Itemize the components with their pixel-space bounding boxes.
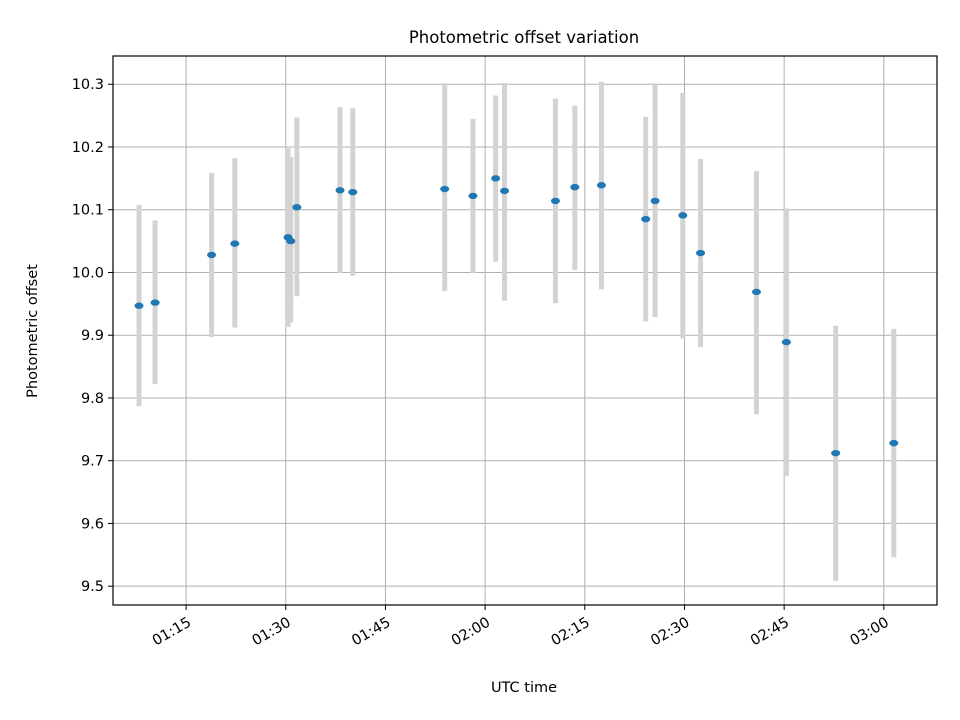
data-point <box>335 187 345 194</box>
data-point <box>500 187 510 195</box>
data-point <box>292 204 302 211</box>
data-point <box>207 251 217 259</box>
x-tick-label: 01:30 <box>250 615 294 650</box>
x-axis-label: UTC time <box>491 680 557 696</box>
data-point <box>348 188 358 196</box>
error-bars <box>136 81 897 582</box>
data-point <box>230 240 240 247</box>
data-point <box>678 212 688 219</box>
y-tick-label: 9.6 <box>81 516 104 532</box>
y-tick-label: 9.8 <box>81 391 104 407</box>
grid-lines <box>113 56 937 605</box>
data-points <box>134 175 899 457</box>
data-point <box>650 197 660 205</box>
x-tick-label: 02:15 <box>549 615 593 650</box>
x-tick-label: 03:00 <box>848 615 892 650</box>
y-tick-label: 10.1 <box>72 203 104 219</box>
x-tick-label: 02:45 <box>748 615 792 650</box>
y-tick-label: 10.0 <box>72 265 104 281</box>
data-point <box>491 175 501 182</box>
y-axis-label: Photometric offset <box>25 264 41 398</box>
y-tick-label: 10.3 <box>72 77 104 93</box>
chart-title: Photometric offset variation <box>409 28 639 47</box>
data-point <box>781 338 791 346</box>
x-tick-label: 01:45 <box>349 615 393 650</box>
data-point <box>641 215 651 223</box>
y-tick-label: 9.7 <box>81 454 104 470</box>
y-tick-label: 9.5 <box>81 579 104 595</box>
data-point <box>831 449 841 457</box>
data-point <box>751 288 761 296</box>
data-point <box>134 302 144 309</box>
data-point <box>440 185 450 193</box>
data-point <box>570 183 580 191</box>
data-point <box>150 299 160 306</box>
data-point <box>696 249 706 257</box>
x-tick-label: 02:00 <box>449 615 493 650</box>
y-tick-label: 9.9 <box>81 328 104 344</box>
y-tick-label: 10.2 <box>72 140 104 156</box>
data-point <box>286 237 296 245</box>
data-point <box>550 197 560 205</box>
axis-ticks: 9.5 9.6 9.7 9.8 9.9 10.0 10.1 10.2 10.3 01:15 01:3… <box>72 77 892 649</box>
x-tick-label: 01:15 <box>150 615 194 650</box>
data-point <box>468 192 478 200</box>
data-point <box>889 439 899 447</box>
x-tick-label: 02:30 <box>648 615 692 650</box>
data-point <box>596 182 606 189</box>
plot-frame <box>112 55 938 606</box>
